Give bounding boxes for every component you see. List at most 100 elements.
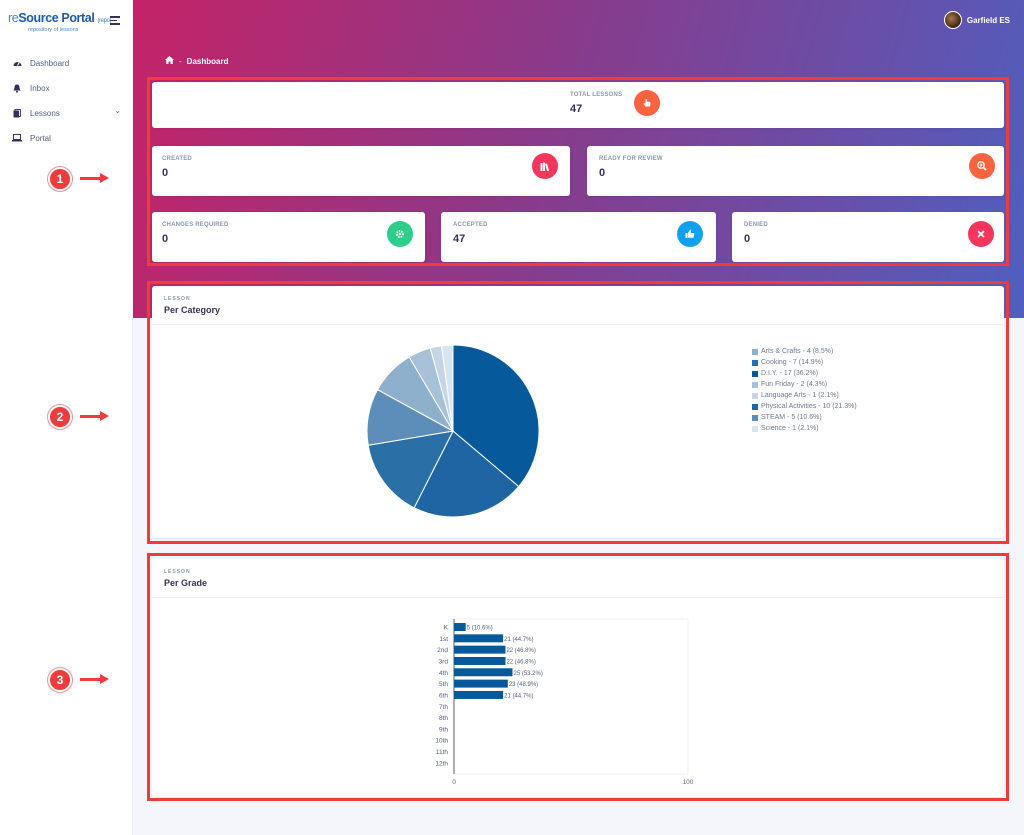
bar-data-label: 22 (46.8%) — [506, 659, 535, 665]
y-tick-label: 2nd — [437, 647, 448, 654]
panel-title: Per Grade — [164, 578, 208, 588]
thumbs-up-icon — [677, 221, 703, 247]
legend-item[interactable]: Science - 1 (2.1%) — [752, 423, 857, 434]
legend-label: Science - 1 (2.1%) — [761, 425, 819, 432]
pie-slice-d-i-y-[interactable] — [452, 344, 540, 488]
gear-icon — [387, 221, 413, 247]
stat-value: 0 — [599, 167, 606, 179]
stat-card-changes-required: CHANGES REQUIRED 0 — [152, 212, 425, 262]
annotation-marker-1: 1 — [48, 167, 110, 191]
y-tick-label: 8th — [439, 715, 448, 722]
category-legend: Arts & Crafts - 4 (8.5%) Cooking - 7 (14.… — [752, 346, 857, 434]
sidebar-item-label: Portal — [30, 133, 51, 143]
sidebar-item-label: Dashboard — [30, 58, 70, 68]
legend-label: Language Arts - 1 (2.1%) — [761, 392, 839, 399]
legend-swatch — [752, 414, 758, 421]
stat-card-ready-for-review: READY FOR REVIEW 0 — [587, 146, 1004, 196]
stat-title: ACCEPTED — [453, 222, 488, 228]
user-menu[interactable]: Garfield ES — [943, 11, 1010, 29]
user-name: Garfield ES — [966, 15, 1010, 25]
arrow-right-icon — [80, 411, 110, 422]
bar-data-label: 22 (46.8%) — [506, 648, 535, 654]
logo-source: Source Portal — [18, 11, 95, 25]
stat-title: TOTAL LESSONS — [570, 92, 623, 98]
sidebar-item-label: Inbox — [30, 83, 50, 93]
avatar[interactable] — [943, 11, 962, 29]
bar[interactable] — [454, 679, 508, 688]
bar[interactable] — [454, 656, 506, 665]
arrow-right-icon — [80, 173, 110, 184]
legend-item[interactable]: Arts & Crafts - 4 (8.5%) — [752, 346, 857, 357]
bar[interactable] — [454, 634, 504, 643]
legend-swatch — [752, 403, 758, 410]
stat-title: READY FOR REVIEW — [599, 156, 663, 162]
legend-item[interactable]: Fun Friday - 2 (4.3%) — [752, 379, 857, 390]
sidebar-item-inbox[interactable]: Inbox — [12, 79, 127, 97]
panel-subtitle: LESSON — [164, 296, 191, 302]
legend-item[interactable]: Physical Activities - 10 (21.3%) — [752, 401, 857, 412]
legend-swatch — [752, 392, 758, 399]
stat-title: CHANGES REQUIRED — [162, 222, 229, 228]
annotation-marker-3: 3 — [48, 668, 110, 692]
legend-label: Cooking - 7 (14.9%) — [761, 359, 824, 366]
chevron-down-icon[interactable]: ⌄ — [114, 106, 121, 115]
sidebar-item-label: Lessons — [30, 108, 60, 118]
y-tick-label: 5th — [439, 681, 448, 688]
annotation-box-3 — [147, 553, 1009, 801]
legend-item[interactable]: Language Arts - 1 (2.1%) — [752, 390, 857, 401]
bar[interactable] — [454, 645, 506, 654]
logo-repo: (repo) — [97, 18, 112, 24]
pie-slice-physical-activities[interactable] — [413, 430, 520, 518]
category-chart-panel: LESSON Per Category Arts & Crafts - 4 (8… — [152, 286, 1004, 538]
dashboard-icon — [12, 58, 22, 68]
grade-bar-chart: K 5 (10.6%) 1st 21 (44.7%) 2nd 22 (46.8%) 3rd 2… — [435, 618, 694, 786]
stat-value: 0 — [162, 167, 169, 179]
y-tick-label: 9th — [439, 726, 448, 733]
stat-card-total-lessons: TOTAL LESSONS 47 — [152, 82, 1004, 128]
stat-value: 0 — [744, 233, 751, 245]
menu-toggle-icon[interactable] — [110, 16, 120, 25]
lessons-icon — [12, 108, 22, 118]
sidebar-item-portal[interactable]: Portal — [12, 129, 127, 147]
pie-slice-cooking[interactable] — [367, 430, 454, 509]
annotation-number: 2 — [48, 405, 72, 429]
bar[interactable] — [454, 623, 466, 631]
stat-value: 0 — [162, 233, 169, 245]
bar-data-label: 23 (48.9%) — [509, 682, 538, 688]
sidebar-item-dashboard[interactable]: Dashboard — [12, 54, 127, 72]
bar[interactable] — [454, 690, 504, 699]
bar[interactable] — [454, 668, 513, 677]
home-icon[interactable] — [165, 56, 174, 66]
logo-tagline: repository of lessons — [28, 27, 79, 33]
y-tick-label: 6th — [439, 692, 448, 699]
legend-label: STEAM - 5 (10.6%) — [761, 414, 822, 421]
hand-pointer-icon — [634, 90, 660, 116]
logo-re: re — [8, 11, 19, 25]
stat-value: 47 — [453, 233, 466, 245]
panel-title: Per Category — [164, 305, 221, 315]
sidebar-item-lessons[interactable]: Lessons ⌄ — [12, 104, 127, 122]
legend-item[interactable]: STEAM - 5 (10.6%) — [752, 412, 857, 423]
annotation-box-2 — [147, 281, 1009, 544]
category-pie-chart — [366, 344, 540, 518]
breadcrumb: - Dashboard — [165, 56, 228, 66]
legend-swatch — [752, 425, 758, 432]
bar-data-label: 21 (44.7%) — [504, 693, 533, 699]
annotation-number: 3 — [48, 668, 72, 692]
y-tick-label: 7th — [439, 704, 448, 711]
app-logo[interactable]: reSource Portal (repo) repository of les… — [8, 11, 112, 34]
stat-card-created: CREATED 0 — [152, 146, 570, 196]
x-tick-label: 0 — [452, 779, 456, 786]
legend-swatch — [752, 348, 758, 355]
arrow-right-icon — [80, 674, 110, 685]
legend-item[interactable]: Cooking - 7 (14.9%) — [752, 357, 857, 368]
annotation-box-1 — [147, 77, 1009, 266]
grade-chart-panel: LESSON Per Grade K 5 (10.6%) 1st 21 (44.7%)… — [152, 559, 1004, 797]
legend-label: Fun Friday - 2 (4.3%) — [761, 381, 828, 388]
legend-item[interactable]: D.I.Y. - 17 (36.2%) — [752, 368, 857, 379]
bell-icon — [12, 83, 22, 93]
breadcrumb-current: Dashboard — [186, 56, 229, 66]
books-icon — [532, 153, 558, 179]
stat-title: DENIED — [744, 222, 768, 228]
pie-slice-science[interactable] — [440, 344, 454, 432]
